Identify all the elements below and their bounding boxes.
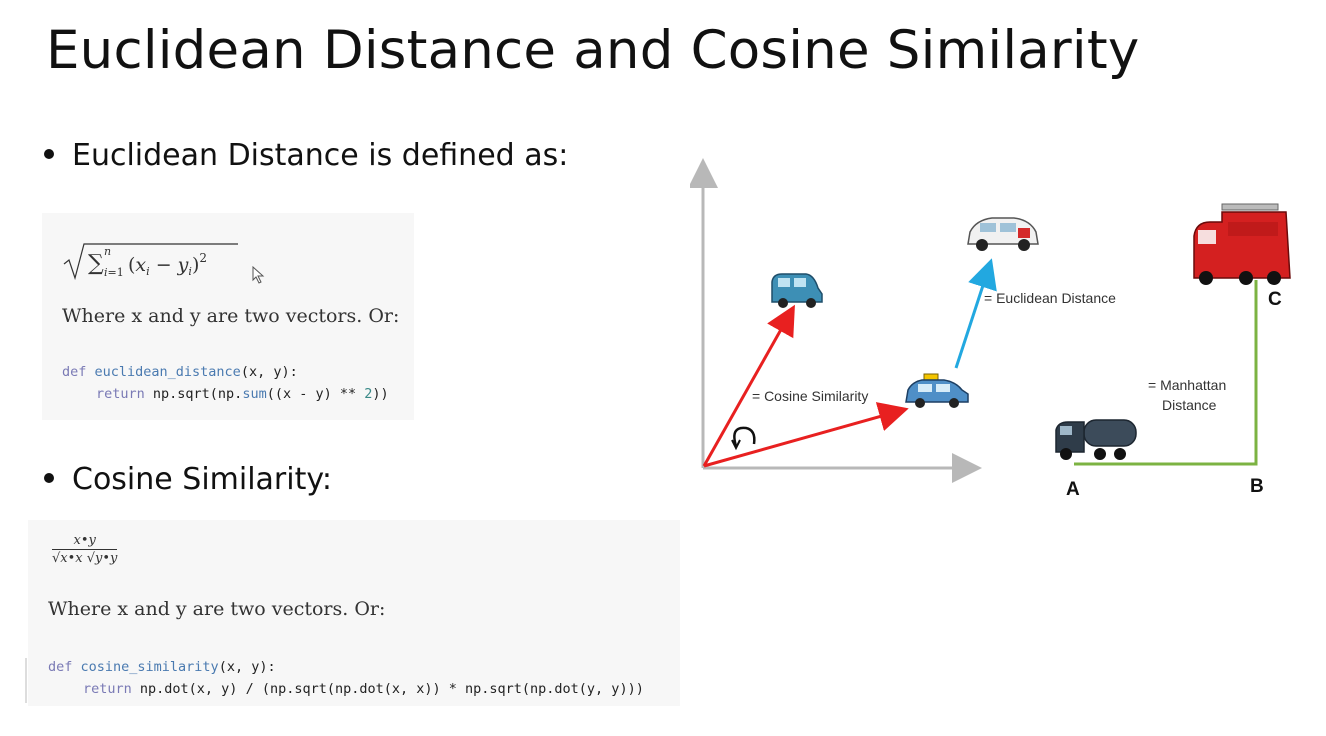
code-gutter-bar: [25, 658, 27, 703]
label-manhattan-line1: = Manhattan: [1148, 377, 1226, 393]
cosine-vector-2: [703, 402, 909, 468]
bullet-dot: [44, 472, 54, 483]
cosine-formula: x•y √x•x √y•y: [52, 533, 118, 566]
euclidean-vector: [954, 258, 997, 369]
svg-text:n: n: [104, 245, 111, 258]
bullet-dot: [44, 148, 54, 159]
point-c-label: C: [1268, 289, 1282, 310]
manhattan-path: [1074, 280, 1258, 466]
euclidean-code-return: return np.sqrt(np.sum((x - y) ** 2)): [96, 386, 389, 402]
point-b-label: B: [1250, 476, 1264, 497]
label-euclidean-distance: = Euclidean Distance: [984, 290, 1116, 306]
code-part: ((x - y) **: [266, 386, 365, 402]
code-keyword-return: return: [96, 386, 153, 402]
label-manhattan-line2: Distance: [1162, 397, 1217, 413]
bullet-cosine-text: Cosine Similarity:: [72, 462, 333, 497]
code-part: np.sqrt(np.: [152, 386, 243, 402]
cosine-vector-1: [702, 304, 795, 467]
race-car-icon: [967, 217, 1039, 251]
mouse-cursor-icon: [252, 266, 265, 284]
euclidean-where-text: Where x and y are two vectors. Or:: [62, 305, 400, 327]
cosine-formula-numerator: x•y: [52, 533, 118, 550]
code-keyword-def: def: [62, 364, 95, 380]
label-cosine-similarity: = Cosine Similarity: [752, 388, 868, 404]
taxi-car-icon: [905, 373, 969, 408]
slide-title: Euclidean Distance and Cosine Similarity: [46, 20, 1140, 81]
code-part: )): [372, 386, 389, 402]
code-function-name: cosine_similarity: [80, 659, 219, 675]
distance-diagram: = Euclidean Distance = Cosine Similarity…: [690, 158, 1291, 500]
point-a-label: A: [1066, 479, 1080, 500]
euclidean-snippet-panel: [42, 213, 414, 420]
cosine-snippet-panel: [28, 520, 680, 706]
cosine-formula-denominator: √x•x √y•y: [52, 551, 118, 566]
euclidean-formula: ∑ n i=1 (xi − yi)2: [62, 240, 242, 289]
euclidean-code-def: def euclidean_distance(x, y):: [62, 364, 298, 380]
svg-text:i=1: i=1: [104, 266, 124, 279]
code-builtin-sum: sum: [242, 386, 267, 402]
svg-text:∑: ∑: [88, 251, 104, 276]
code-args: (x, y):: [218, 659, 276, 675]
cosine-code-return: return np.dot(x, y) / (np.sqrt(np.dot(x,…: [83, 681, 644, 697]
code-return-body: np.dot(x, y) / (np.sqrt(np.dot(x, x)) * …: [139, 681, 644, 697]
bullet-euclidean: Euclidean Distance is defined as:: [44, 138, 568, 173]
cosine-code-def: def cosine_similarity(x, y):: [48, 659, 276, 675]
code-args: (x, y):: [240, 364, 298, 380]
code-keyword-def: def: [48, 659, 81, 675]
code-function-name: euclidean_distance: [94, 364, 241, 380]
bullet-euclidean-text: Euclidean Distance is defined as:: [72, 138, 569, 173]
bullet-cosine: Cosine Similarity:: [44, 462, 332, 497]
euclidean-formula-graphic: ∑ n i=1 (xi − yi)2: [63, 243, 238, 281]
svg-text:(xi − yi)2: (xi − yi)2: [128, 251, 207, 278]
code-keyword-return: return: [83, 681, 140, 697]
tanker-truck-icon: [1055, 419, 1137, 460]
blue-van-icon: [771, 273, 823, 308]
code-number: 2: [364, 386, 373, 402]
fire-truck-icon: [1193, 203, 1291, 285]
cosine-where-text: Where x and y are two vectors. Or:: [48, 598, 386, 620]
angle-arc-icon: [733, 426, 756, 447]
